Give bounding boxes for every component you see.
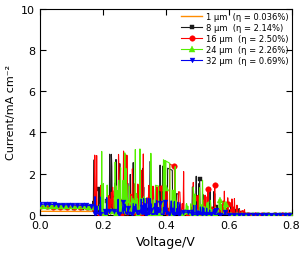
32 μm  (η = 0.69%) bbox=[152, 213, 156, 216]
24 μm  (η = 2.26%) bbox=[83, 205, 86, 208]
Line: 24 μm  (η = 2.26%): 24 μm (η = 2.26%) bbox=[37, 147, 294, 218]
16 μm  (η = 2.50%) bbox=[122, 150, 125, 153]
32 μm  (η = 0.69%) bbox=[38, 203, 42, 206]
32 μm  (η = 0.69%) bbox=[233, 214, 237, 217]
8 μm  (η = 2.14%) bbox=[290, 214, 293, 217]
1 μm  (η = 0.036%) bbox=[38, 210, 42, 213]
Line: 32 μm  (η = 0.69%): 32 μm (η = 0.69%) bbox=[38, 194, 294, 218]
8 μm  (η = 2.14%) bbox=[152, 210, 156, 213]
8 μm  (η = 2.14%) bbox=[228, 214, 232, 217]
24 μm  (η = 2.26%) bbox=[103, 212, 106, 215]
8 μm  (η = 2.14%) bbox=[38, 206, 42, 209]
Line: 1 μm  (η = 0.036%): 1 μm (η = 0.036%) bbox=[40, 212, 292, 215]
16 μm  (η = 2.50%) bbox=[38, 205, 42, 208]
1 μm  (η = 0.036%) bbox=[226, 214, 229, 217]
16 μm  (η = 2.50%) bbox=[228, 213, 232, 216]
1 μm  (η = 0.036%) bbox=[152, 211, 156, 214]
16 μm  (η = 2.50%) bbox=[290, 214, 293, 217]
24 μm  (η = 2.26%) bbox=[152, 210, 156, 213]
24 μm  (η = 2.26%) bbox=[138, 148, 142, 151]
X-axis label: Voltage/V: Voltage/V bbox=[136, 235, 196, 248]
Legend: 1 μm  (η = 0.036%), 8 μm  (η = 2.14%), 16 μm  (η = 2.50%), 24 μm  (η = 2.26%), 3: 1 μm (η = 0.036%), 8 μm (η = 2.14%), 16 … bbox=[180, 11, 290, 68]
1 μm  (η = 0.036%) bbox=[186, 211, 190, 214]
16 μm  (η = 2.50%) bbox=[152, 207, 156, 210]
Line: 16 μm  (η = 2.50%): 16 μm (η = 2.50%) bbox=[37, 149, 294, 218]
16 μm  (η = 2.50%) bbox=[103, 210, 106, 213]
8 μm  (η = 2.14%) bbox=[207, 211, 210, 214]
32 μm  (η = 0.69%) bbox=[93, 195, 97, 198]
1 μm  (η = 0.036%) bbox=[103, 210, 106, 213]
24 μm  (η = 2.26%) bbox=[228, 213, 232, 216]
16 μm  (η = 2.50%) bbox=[187, 213, 191, 216]
8 μm  (η = 2.14%) bbox=[83, 207, 86, 210]
16 μm  (η = 2.50%) bbox=[207, 213, 210, 216]
24 μm  (η = 2.26%) bbox=[38, 204, 42, 207]
8 μm  (η = 2.14%) bbox=[108, 153, 111, 156]
8 μm  (η = 2.14%) bbox=[244, 214, 248, 217]
24 μm  (η = 2.26%) bbox=[207, 201, 210, 204]
Y-axis label: Current/mA cm⁻²: Current/mA cm⁻² bbox=[6, 65, 16, 160]
24 μm  (η = 2.26%) bbox=[187, 213, 191, 216]
24 μm  (η = 2.26%) bbox=[290, 214, 293, 217]
32 μm  (η = 0.69%) bbox=[228, 213, 232, 216]
16 μm  (η = 2.50%) bbox=[247, 214, 251, 217]
16 μm  (η = 2.50%) bbox=[83, 206, 86, 209]
32 μm  (η = 0.69%) bbox=[290, 214, 293, 217]
24 μm  (η = 2.26%) bbox=[232, 214, 235, 217]
32 μm  (η = 0.69%) bbox=[103, 213, 107, 216]
1 μm  (η = 0.036%) bbox=[83, 210, 86, 213]
32 μm  (η = 0.69%) bbox=[207, 212, 210, 215]
1 μm  (η = 0.036%) bbox=[228, 214, 232, 217]
8 μm  (η = 2.14%) bbox=[103, 210, 106, 213]
8 μm  (η = 2.14%) bbox=[187, 213, 191, 216]
1 μm  (η = 0.036%) bbox=[206, 212, 210, 215]
32 μm  (η = 0.69%) bbox=[187, 211, 191, 214]
1 μm  (η = 0.036%) bbox=[290, 214, 293, 217]
Line: 8 μm  (η = 2.14%): 8 μm (η = 2.14%) bbox=[38, 152, 294, 218]
32 μm  (η = 0.69%) bbox=[83, 204, 86, 207]
